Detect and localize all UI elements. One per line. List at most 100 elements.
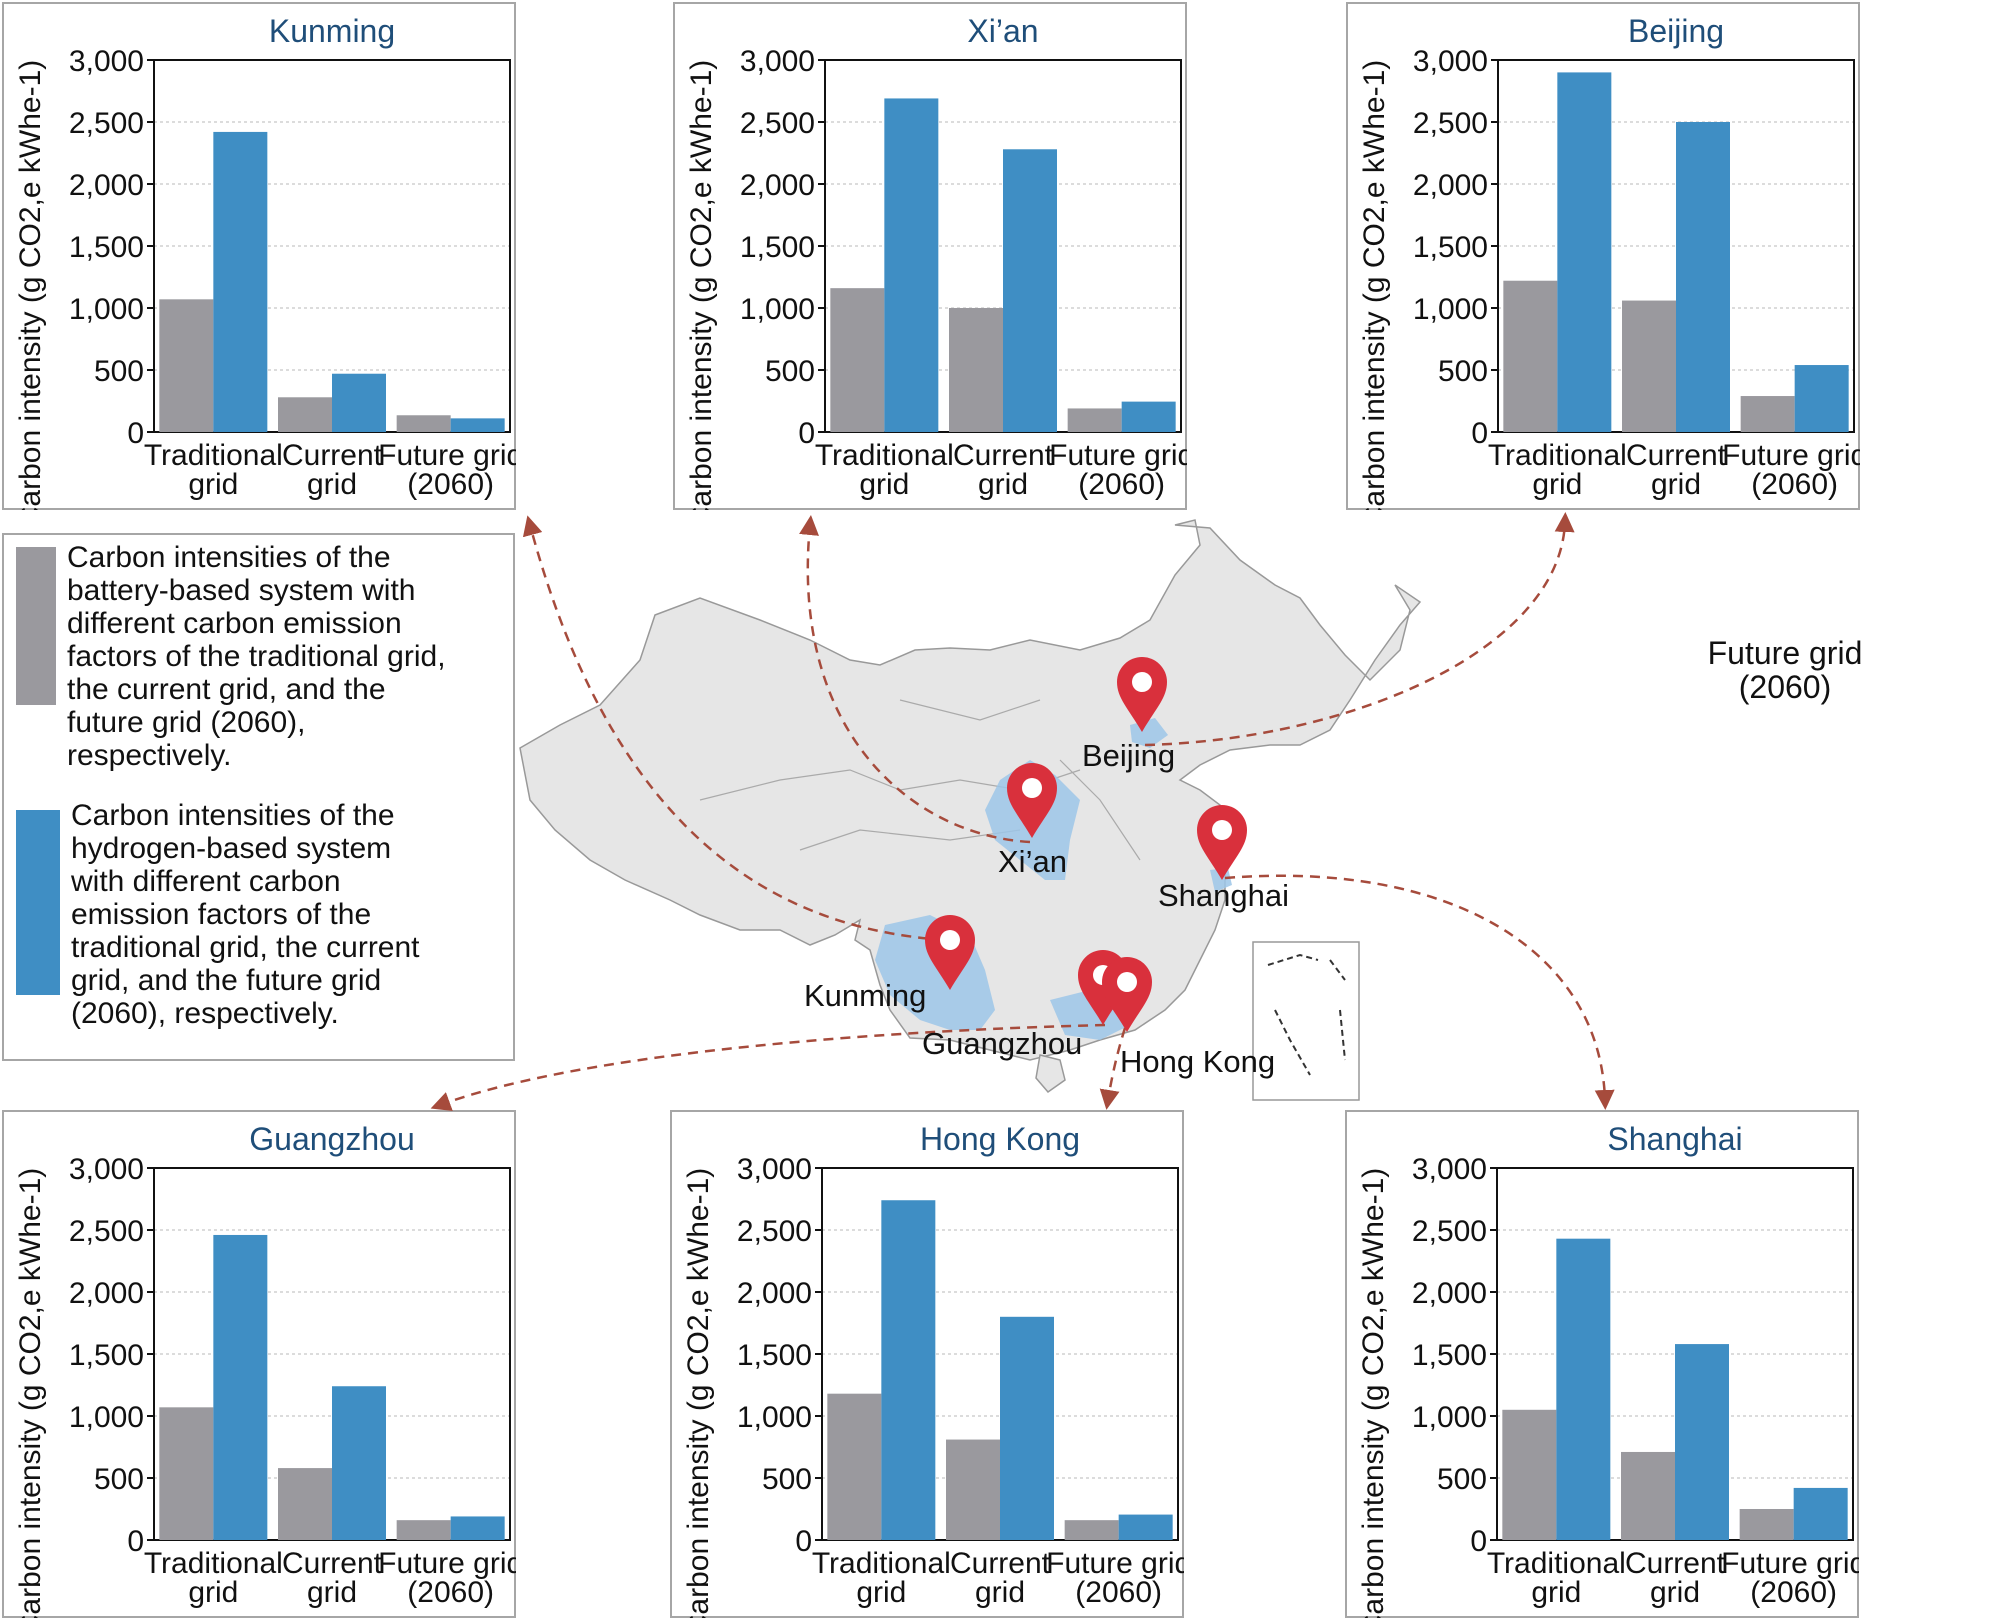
kunming-bar-battery: [159, 299, 214, 432]
region-shanghai: [1210, 868, 1232, 892]
chart-panel-kunming: Kunming 0 500 1,000 1,500 2,000 2,500 3,000 Carb…: [2, 2, 516, 510]
beijing-chart-title: Beijing: [1628, 13, 1724, 49]
hongkong-x-tick-label: grid: [856, 1576, 906, 1609]
guangzhou-x-tick-label: Traditional: [144, 1547, 283, 1580]
shanghai-y-tick-label: 500: [1437, 1463, 1487, 1496]
floating-label: Future grid (2060): [1707, 635, 1863, 705]
shanghai-y-tick-label: 2,000: [1412, 1277, 1487, 1310]
guangzhou-x-tick-label: grid: [188, 1576, 238, 1609]
hongkong-bar-hydrogen: [1118, 1514, 1173, 1540]
hongkong-x-tick-label: grid: [975, 1576, 1025, 1609]
hongkong-y-tick-label: 1,500: [737, 1339, 812, 1372]
pin-xian-icon: [1007, 763, 1057, 838]
hongkong-bar-battery: [1064, 1520, 1119, 1540]
guangzhou-y-tick-label: 1,000: [69, 1401, 144, 1434]
guangzhou-y-tick-label: 2,500: [69, 1215, 144, 1248]
shanghai-y-tick-label: 3,000: [1412, 1153, 1487, 1186]
beijing-bar-battery: [1503, 280, 1558, 432]
xian-y-axis-label: Carbon intensity (g CO2,e kWhe-1): [685, 60, 718, 510]
kunming-x-tick-label: (2060): [407, 468, 494, 501]
shanghai-x-tick-label: grid: [1650, 1576, 1700, 1609]
pin-hongkong-icon: [1102, 957, 1152, 1032]
beijing-y-tick-label: 2,500: [1413, 107, 1488, 140]
hainan-island: [1035, 1054, 1066, 1094]
guangzhou-bar-hydrogen: [450, 1516, 505, 1540]
chart-panel-hongkong: Hong Kong 0 500 1,000 1,500 2,000 2,500 3,000 Ca…: [670, 1110, 1184, 1618]
hongkong-bar-hydrogen: [881, 1200, 936, 1540]
guangzhou-y-tick-label: 0: [127, 1525, 144, 1558]
kunming-bar-battery: [278, 397, 332, 432]
city-label-kunming: Kunming: [804, 978, 926, 1013]
arrow-to-xian: [799, 515, 1031, 844]
guangzhou-x-tick-label: Current: [282, 1547, 383, 1580]
city-label-shanghai: Shanghai: [1158, 878, 1289, 913]
pin-kunming-icon: [925, 915, 975, 990]
xian-x-tick-label: grid: [978, 468, 1028, 501]
xian-y-tick-label: 3,000: [740, 45, 815, 78]
pin-shanghai-icon: [1197, 805, 1247, 880]
kunming-y-axis-label: Carbon intensity (g CO2,e kWhe-1): [14, 60, 47, 510]
hongkong-bar-battery: [827, 1393, 882, 1540]
beijing-bar-hydrogen: [1557, 72, 1612, 433]
kunming-x-tick-label: grid: [188, 468, 238, 501]
kunming-x-tick-label: Traditional: [144, 439, 283, 472]
hongkong-y-tick-label: 2,500: [737, 1215, 812, 1248]
beijing-bar-hydrogen: [1676, 122, 1730, 432]
pin-beijing-icon: [1117, 657, 1167, 732]
beijing-x-tick-label: grid: [1651, 468, 1701, 501]
legend-swatch-battery: [16, 547, 56, 705]
xian-x-tick-label: Future grid: [1049, 439, 1187, 472]
hongkong-bar-hydrogen: [1000, 1316, 1054, 1540]
kunming-bar-hydrogen: [213, 131, 268, 433]
city-label-xian: Xi’an: [998, 844, 1067, 879]
xian-bar-battery: [949, 308, 1003, 432]
xian-x-tick-label: grid: [859, 468, 909, 501]
kunming-y-tick-label: 0: [127, 417, 144, 450]
arrow-to-guangzhou: [430, 1023, 1106, 1111]
xian-bar-hydrogen: [1121, 401, 1176, 432]
kunming-x-tick-label: grid: [307, 468, 357, 501]
xian-x-tick-label: Traditional: [815, 439, 954, 472]
shanghai-y-axis-label: Carbon intensity (g CO2,e kWhe-1): [1357, 1168, 1390, 1618]
beijing-bar-hydrogen: [1794, 365, 1849, 432]
legend-swatch-hydrogen: [16, 810, 60, 995]
kunming-x-tick-label: Current: [282, 439, 383, 472]
shanghai-bar-battery: [1621, 1451, 1675, 1540]
shanghai-bar-battery: [1502, 1409, 1557, 1540]
shanghai-bar-hydrogen: [1675, 1344, 1729, 1540]
shanghai-bar-hydrogen: [1556, 1238, 1611, 1540]
arrow-to-beijing: [1144, 512, 1575, 747]
hongkong-y-tick-label: 3,000: [737, 1153, 812, 1186]
guangzhou-x-tick-label: (2060): [407, 1576, 494, 1609]
kunming-x-tick-label: Future grid: [378, 439, 516, 472]
hongkong-x-tick-label: (2060): [1075, 1576, 1162, 1609]
hongkong-x-tick-label: Current: [950, 1547, 1051, 1580]
xian-y-tick-label: 1,000: [740, 293, 815, 326]
shanghai-x-tick-label: Traditional: [1487, 1547, 1626, 1580]
city-label-hongkong: Hong Kong: [1120, 1044, 1275, 1079]
hongkong-y-tick-label: 1,000: [737, 1401, 812, 1434]
guangzhou-bar-battery: [159, 1407, 214, 1540]
hongkong-x-tick-label: Future grid: [1046, 1547, 1184, 1580]
xian-bar-battery: [830, 288, 885, 432]
arrow-to-shanghai: [1224, 874, 1615, 1110]
shanghai-x-tick-label: Current: [1625, 1547, 1726, 1580]
xian-y-tick-label: 2,500: [740, 107, 815, 140]
beijing-y-tick-label: 2,000: [1413, 169, 1488, 202]
guangzhou-y-tick-label: 3,000: [69, 1153, 144, 1186]
kunming-y-tick-label: 1,500: [69, 231, 144, 264]
chart-panel-xian: Xi’an 0 500 1,000 1,500 2,000 2,500 3,000 Carbon…: [673, 2, 1187, 510]
xian-x-tick-label: Current: [953, 439, 1054, 472]
guangzhou-bar-hydrogen: [213, 1234, 268, 1540]
beijing-y-tick-label: 1,500: [1413, 231, 1488, 264]
kunming-y-tick-label: 3,000: [69, 45, 144, 78]
kunming-y-tick-label: 500: [94, 355, 144, 388]
legend-box: Carbon intensities of the battery-based …: [2, 533, 515, 1061]
shanghai-y-tick-label: 1,000: [1412, 1401, 1487, 1434]
guangzhou-chart-title: Guangzhou: [249, 1121, 414, 1157]
beijing-bar-battery: [1740, 396, 1795, 432]
kunming-y-tick-label: 2,000: [69, 169, 144, 202]
chart-panel-shanghai: Shanghai 0 500 1,000 1,500 2,000 2,500 3,000 Car…: [1345, 1110, 1859, 1618]
shanghai-bar-battery: [1739, 1509, 1794, 1540]
guangzhou-y-axis-label: Carbon intensity (g CO2,e kWhe-1): [14, 1168, 47, 1618]
